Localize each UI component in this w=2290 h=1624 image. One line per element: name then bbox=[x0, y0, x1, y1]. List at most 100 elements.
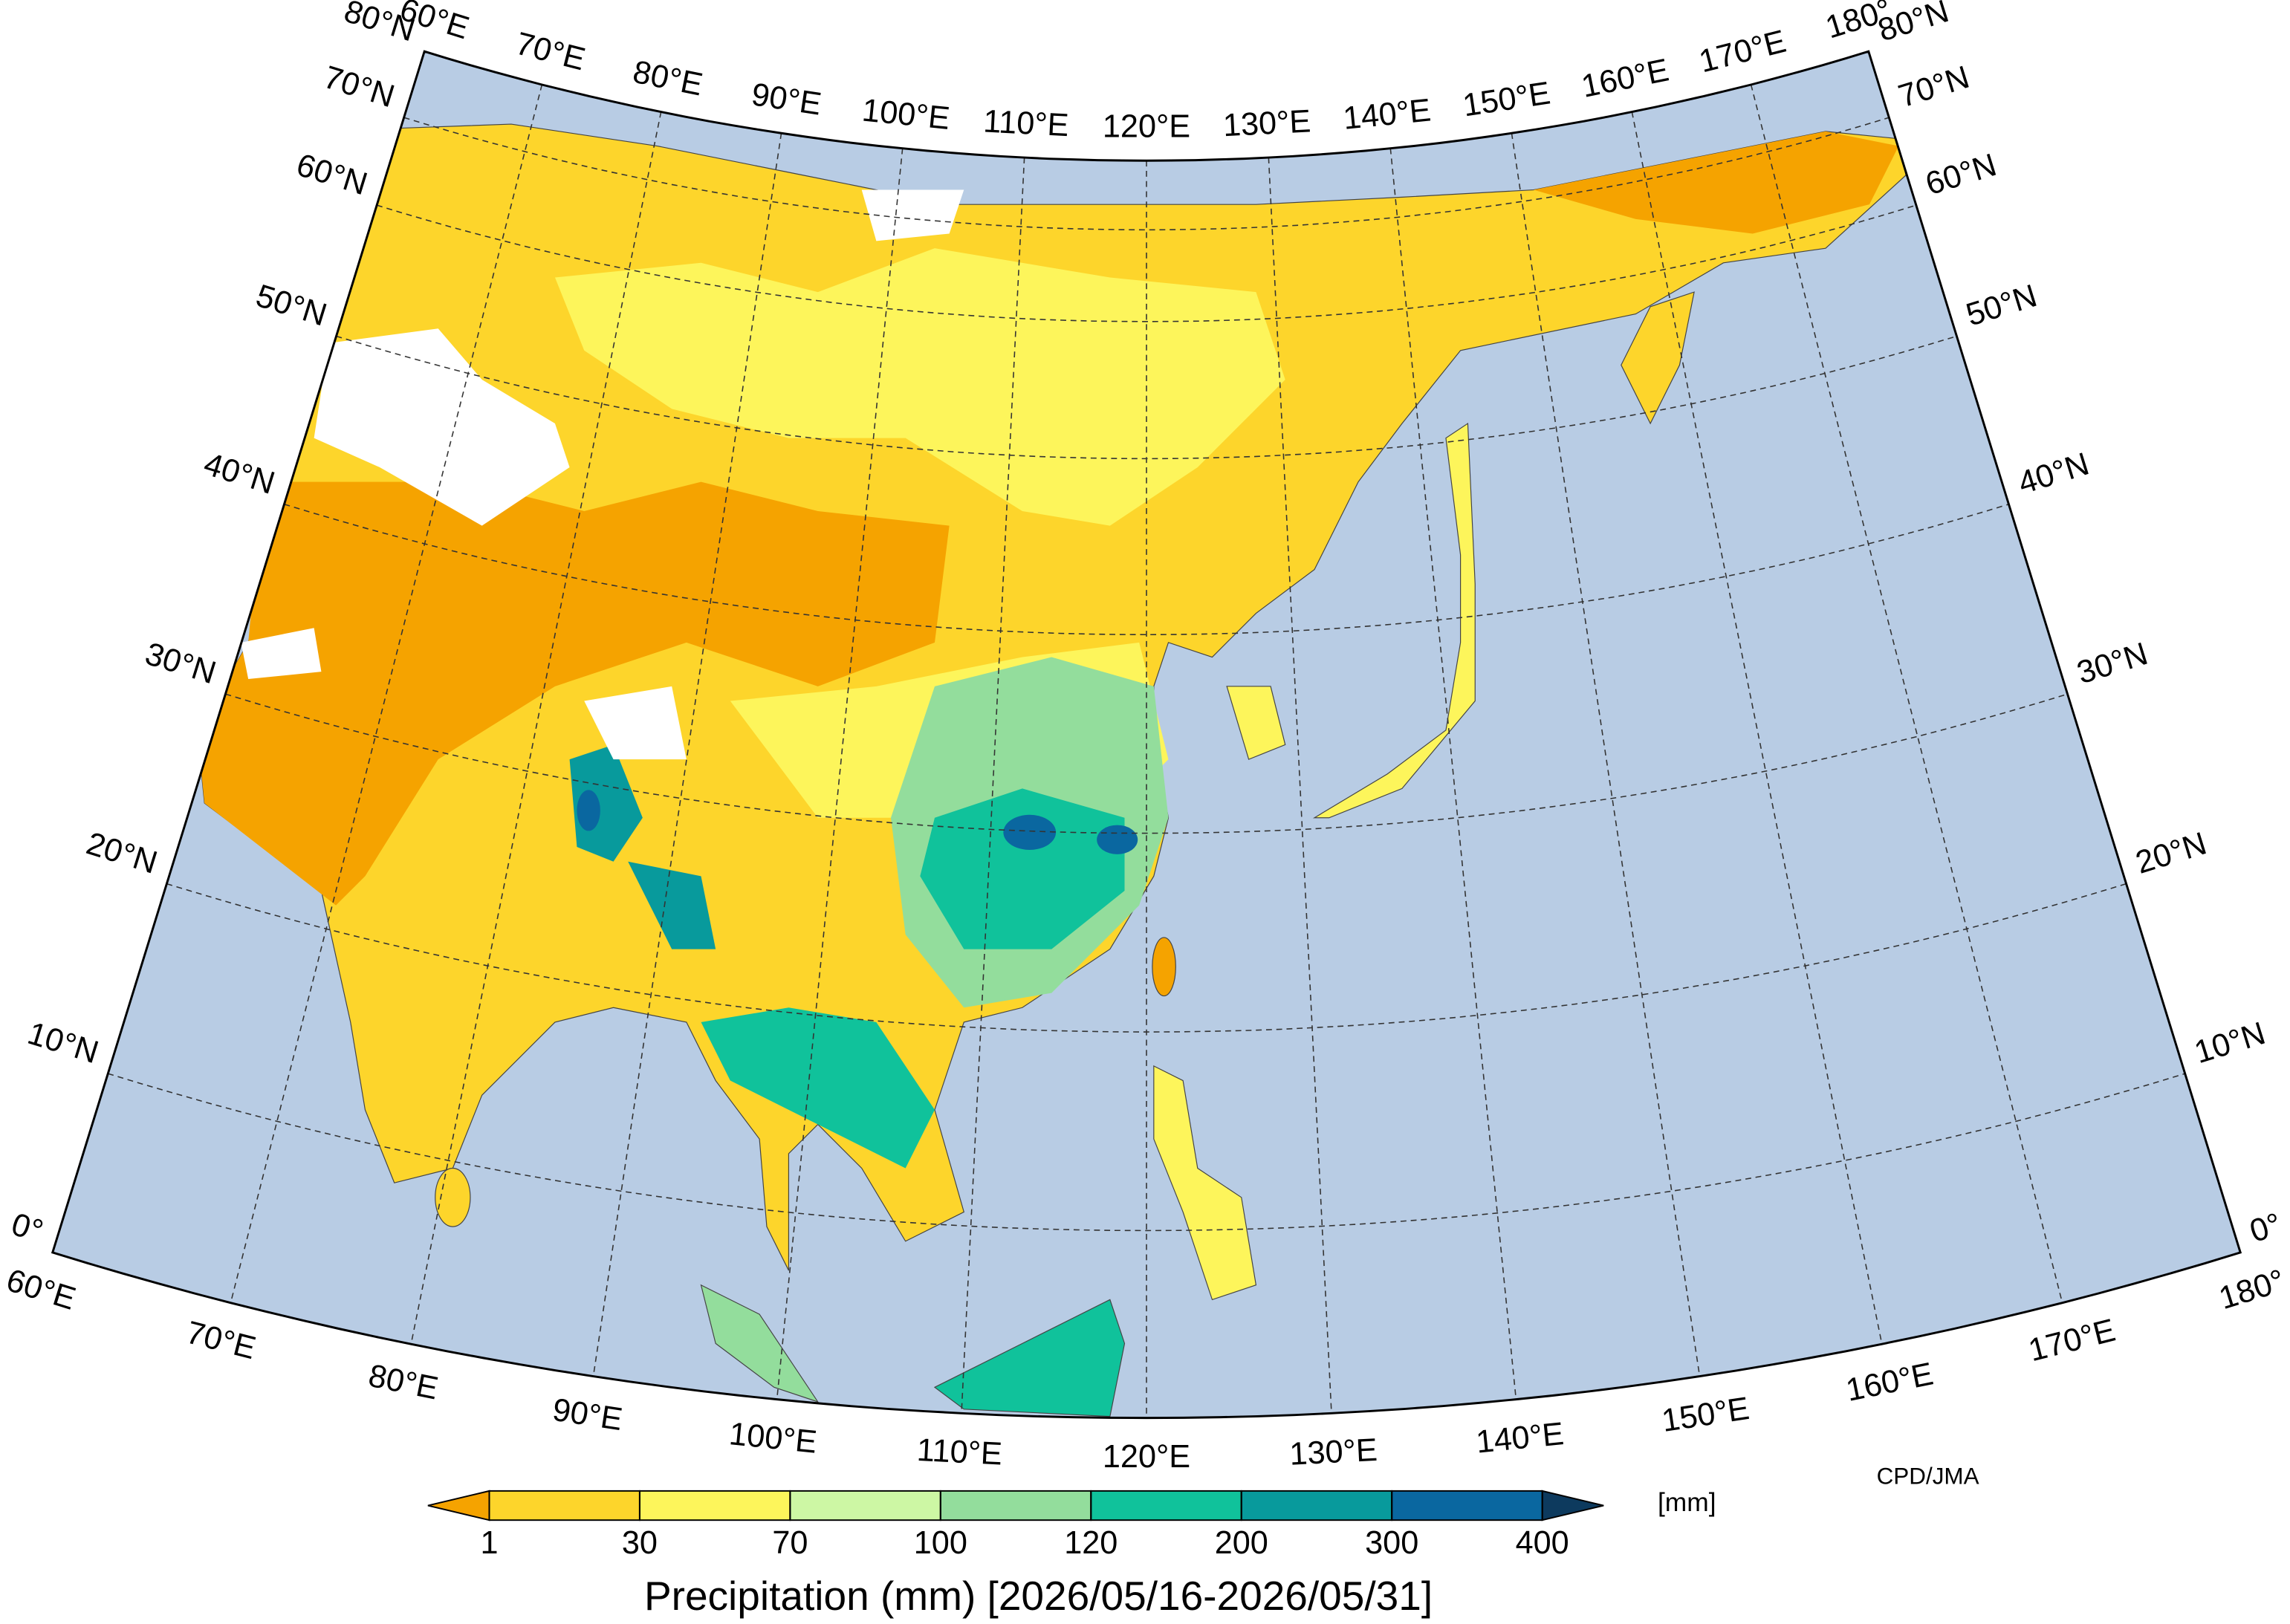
japan bbox=[1312, 422, 1476, 819]
colorbar-tick-label: 30 bbox=[622, 1525, 658, 1561]
borneo bbox=[933, 1299, 1126, 1417]
meridian bbox=[592, 133, 782, 1377]
lon-label: 140°E bbox=[1474, 1416, 1565, 1461]
lat-label: 30°N bbox=[141, 636, 220, 691]
colorbar-unit: [mm] bbox=[1658, 1488, 1716, 1517]
lon-label: 80°E bbox=[366, 1358, 441, 1407]
lon-label: 180° bbox=[2215, 1263, 2289, 1316]
korea bbox=[1226, 686, 1286, 760]
colorbar-tick-label: 1 bbox=[480, 1525, 498, 1561]
lon-label: 170°E bbox=[2025, 1313, 2118, 1369]
lon-label: 120°E bbox=[1103, 1439, 1190, 1475]
graticule bbox=[108, 84, 2185, 1418]
colorbar-tick-label: 300 bbox=[1365, 1525, 1418, 1561]
colorbar-tick-label: 120 bbox=[1064, 1525, 1118, 1561]
lat-label: 10°N bbox=[2190, 1016, 2269, 1071]
no-data bbox=[314, 328, 570, 526]
lat-label: 20°N bbox=[82, 825, 161, 880]
meridian bbox=[961, 157, 1025, 1414]
sri-lanka bbox=[435, 1167, 471, 1227]
parallel bbox=[284, 503, 2009, 636]
colorbar: 1 30 70 100 120 200 300 400 bbox=[427, 1490, 1604, 1561]
meridian bbox=[1268, 157, 1332, 1414]
lon-label: 100°E bbox=[860, 92, 951, 137]
taiwan bbox=[1152, 937, 1176, 997]
lat-label: 20°N bbox=[2132, 825, 2210, 880]
parallel bbox=[166, 883, 2127, 1033]
wet-region bbox=[701, 1007, 935, 1169]
lon-label: 150°E bbox=[1461, 75, 1553, 123]
no-data bbox=[861, 189, 964, 241]
parallel bbox=[376, 204, 1917, 322]
colorbar-segment bbox=[1090, 1490, 1242, 1521]
lat-label: 0° bbox=[2245, 1206, 2286, 1250]
colorbar-segment bbox=[1391, 1490, 1543, 1521]
lon-label: 110°E bbox=[916, 1432, 1003, 1472]
lat-label: 10°N bbox=[24, 1016, 103, 1071]
lon-label: 140°E bbox=[1341, 92, 1432, 137]
lon-label: 90°E bbox=[749, 77, 823, 123]
colorbar-segment bbox=[638, 1490, 791, 1521]
meridian bbox=[1389, 148, 1517, 1400]
colorbar-segment bbox=[939, 1490, 1092, 1521]
lon-label: 110°E bbox=[982, 103, 1069, 143]
lon-label: 70°E bbox=[183, 1315, 259, 1367]
lon-label: 150°E bbox=[1659, 1391, 1751, 1439]
lat-label: 0° bbox=[7, 1206, 48, 1250]
colorbar-segment bbox=[1240, 1490, 1393, 1521]
wet-core bbox=[1097, 825, 1138, 854]
lat-label: 70°N bbox=[320, 59, 398, 114]
colorbar-tick-label: 100 bbox=[914, 1525, 967, 1561]
lon-label: 160°E bbox=[1579, 52, 1672, 105]
parallel bbox=[108, 1073, 2185, 1232]
lon-label: 170°E bbox=[1696, 24, 1789, 80]
lon-label: 100°E bbox=[727, 1416, 818, 1461]
lon-label: 80°E bbox=[630, 54, 706, 103]
colorbar-tick-label: 200 bbox=[1215, 1525, 1268, 1561]
meridian bbox=[410, 111, 662, 1345]
sumatra bbox=[700, 1284, 820, 1403]
lon-label: 160°E bbox=[1843, 1356, 1936, 1409]
colorbar-tick-label: 70 bbox=[772, 1525, 808, 1561]
colorbar-title: Precipitation (mm) [2026/05/16-2026/05/3… bbox=[644, 1573, 1433, 1619]
lat-label: 60°N bbox=[1921, 147, 2000, 202]
lat-label: 60°N bbox=[292, 147, 371, 202]
philippines bbox=[1153, 1065, 1257, 1301]
lat-label: 50°N bbox=[252, 278, 331, 333]
lon-label: 70°E bbox=[512, 26, 588, 78]
meridian bbox=[776, 148, 904, 1400]
wet-region bbox=[628, 861, 716, 949]
no-data bbox=[584, 686, 687, 760]
colorbar-segment bbox=[488, 1490, 640, 1521]
parallel bbox=[225, 693, 2068, 834]
lon-label: 60°E bbox=[2, 1262, 80, 1317]
land-layer bbox=[196, 123, 1907, 1417]
dry-region bbox=[197, 481, 950, 906]
meridian bbox=[1511, 133, 1701, 1377]
parallel bbox=[336, 335, 1957, 460]
wet-core bbox=[577, 790, 600, 831]
lon-label: 120°E bbox=[1103, 108, 1190, 144]
meridian bbox=[1750, 84, 2063, 1303]
colorbar-segment bbox=[789, 1490, 941, 1521]
credit: CPD/JMA bbox=[1877, 1463, 1979, 1489]
lat-label: 40°N bbox=[2014, 446, 2093, 501]
map-frame bbox=[51, 50, 2242, 1420]
lat-label: 70°N bbox=[1895, 59, 1973, 114]
sakhalin bbox=[1621, 291, 1695, 425]
no-data bbox=[241, 628, 322, 680]
colorbar-extend-high bbox=[1541, 1490, 1604, 1521]
wet-region bbox=[569, 744, 643, 862]
wet-core bbox=[1003, 814, 1057, 850]
lat-label: 30°N bbox=[2073, 636, 2152, 691]
dry-region bbox=[1533, 131, 1899, 234]
meridian bbox=[1631, 111, 1883, 1345]
lon-label: 90°E bbox=[550, 1392, 624, 1438]
lon-label: 130°E bbox=[1222, 103, 1312, 143]
lon-label: 130°E bbox=[1288, 1432, 1378, 1472]
colorbar-tick-label: 400 bbox=[1516, 1525, 1569, 1561]
colorbar-extend-low bbox=[427, 1490, 490, 1521]
meridian bbox=[230, 84, 543, 1303]
